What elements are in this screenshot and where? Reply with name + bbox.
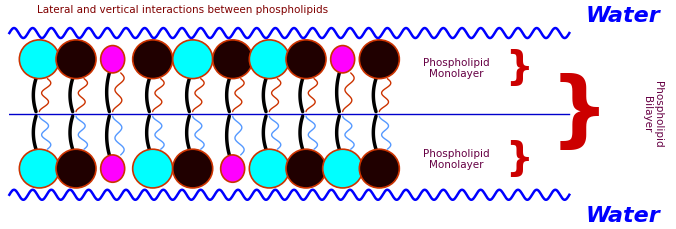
Text: Lateral and vertical interactions between phospholipids: Lateral and vertical interactions betwee…: [37, 5, 329, 15]
Ellipse shape: [132, 149, 172, 188]
Ellipse shape: [20, 149, 59, 188]
Ellipse shape: [56, 149, 96, 188]
Ellipse shape: [249, 149, 289, 188]
Ellipse shape: [286, 40, 326, 79]
Ellipse shape: [360, 40, 400, 79]
Ellipse shape: [56, 40, 96, 79]
Ellipse shape: [213, 40, 253, 79]
Ellipse shape: [286, 149, 326, 188]
Text: Phospholipid
Monolayer: Phospholipid Monolayer: [422, 57, 489, 79]
Text: }: }: [550, 74, 609, 154]
Ellipse shape: [132, 40, 172, 79]
Ellipse shape: [172, 40, 213, 79]
Ellipse shape: [101, 155, 124, 182]
Ellipse shape: [101, 46, 124, 73]
Ellipse shape: [220, 155, 245, 182]
Text: }: }: [506, 140, 533, 178]
Ellipse shape: [172, 149, 213, 188]
Ellipse shape: [249, 40, 289, 79]
Text: Water: Water: [585, 206, 660, 226]
Text: Phospholipid
Monolayer: Phospholipid Monolayer: [422, 149, 489, 170]
Text: Phospholipid
Bilayer: Phospholipid Bilayer: [642, 81, 663, 147]
Ellipse shape: [20, 40, 59, 79]
Ellipse shape: [331, 46, 355, 73]
Text: }: }: [506, 49, 533, 87]
Text: Water: Water: [585, 6, 660, 26]
Ellipse shape: [322, 149, 362, 188]
Ellipse shape: [360, 149, 400, 188]
